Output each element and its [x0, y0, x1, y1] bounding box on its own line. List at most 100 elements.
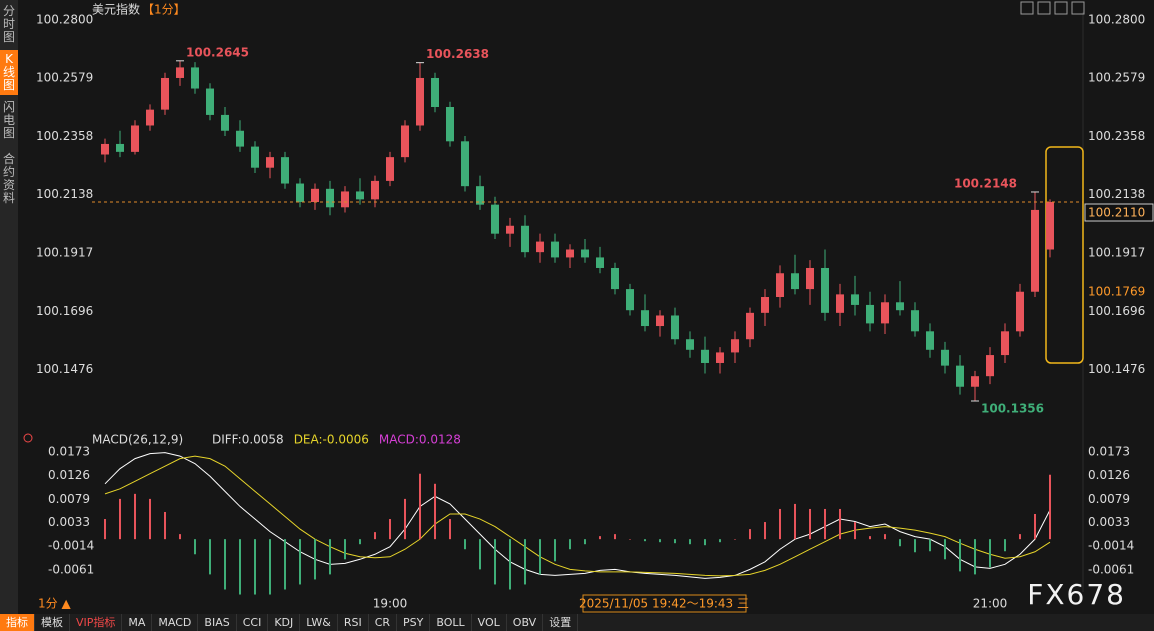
extreme-label: 100.2645 — [186, 45, 249, 59]
candle-body — [1031, 209, 1039, 292]
candle-body — [416, 77, 424, 126]
macd-bar — [389, 519, 391, 540]
toolbar-button[interactable]: LW& — [300, 614, 338, 631]
y-tick-label: 100.1696 — [36, 304, 93, 318]
candle-body — [1016, 291, 1024, 332]
toolbar-button[interactable]: CCI — [237, 614, 269, 631]
last-price-label: 100.2110 — [1088, 206, 1145, 220]
macd-bar — [839, 508, 841, 540]
candle-body — [566, 249, 574, 258]
candle-body — [581, 249, 589, 258]
macd-bar — [779, 508, 781, 540]
macd-bar — [869, 536, 871, 540]
toolbar-button[interactable]: PSY — [397, 614, 431, 631]
toolbar-button[interactable]: MACD — [152, 614, 199, 631]
toolbar-button[interactable]: OBV — [507, 614, 544, 631]
candle-body — [206, 88, 214, 115]
macd-bar — [494, 539, 496, 585]
toolbar-button[interactable]: 指标 — [0, 614, 35, 631]
candle-body — [146, 109, 154, 126]
y-tick-label: 100.2358 — [36, 129, 93, 143]
toolbar-button[interactable]: VIP指标 — [70, 614, 123, 631]
candle-body — [761, 297, 769, 313]
candle-body — [881, 302, 889, 324]
macd-tick-label-right: -0.0061 — [1088, 562, 1134, 576]
period-label[interactable]: 1分 ▲ — [38, 597, 71, 611]
macd-legend: DIFF:0.0058 — [212, 433, 284, 447]
candle-body — [161, 77, 169, 110]
sidebar-tab[interactable]: 分时图 — [2, 4, 15, 44]
toolbar-button[interactable]: KDJ — [268, 614, 301, 631]
sidebar-tab[interactable]: 合约资料 — [2, 152, 15, 205]
macd-tick-label: 0.0079 — [48, 492, 90, 506]
macd-bar — [149, 498, 151, 540]
y-tick-label: 100.1917 — [36, 245, 93, 259]
macd-bar — [224, 539, 226, 590]
macd-tick-label-right: 0.0079 — [1088, 492, 1130, 506]
candle-body — [851, 294, 859, 305]
macd-bar — [314, 539, 316, 580]
macd-bar — [644, 539, 646, 542]
candle-body — [221, 114, 229, 131]
y-tick-label-right: 100.1476 — [1088, 362, 1145, 376]
macd-bar — [584, 539, 586, 545]
candle-body — [1046, 202, 1054, 250]
toolbar-button[interactable]: RSI — [338, 614, 369, 631]
macd-bar — [194, 539, 196, 555]
macd-bar — [764, 522, 766, 540]
candle-body — [941, 349, 949, 366]
macd-bar — [359, 539, 361, 545]
toolbar-button[interactable]: 设置 — [543, 614, 579, 631]
candle-body — [116, 143, 124, 152]
macd-bar — [299, 539, 301, 585]
extreme-label: 100.1356 — [981, 401, 1044, 415]
candle-body — [431, 77, 439, 108]
chart: 美元指数 【1分】 MACD(26,12,9) 1分 ▲ 2025/11/05 … — [23, 1, 1154, 613]
candle-body — [236, 130, 244, 147]
candle-body — [281, 157, 289, 184]
candle-body — [791, 273, 799, 290]
sidebar-tab[interactable]: 闪电图 — [2, 100, 15, 140]
candle-body — [311, 188, 319, 203]
candle-body — [461, 141, 469, 187]
toolbar-button[interactable]: CR — [369, 614, 398, 631]
candle-body — [491, 204, 499, 234]
macd-bar — [599, 536, 601, 540]
candle-body — [296, 183, 304, 203]
macd-bar — [554, 539, 556, 562]
macd-tick-label: -0.0014 — [48, 539, 94, 553]
macd-tick-label: -0.0061 — [48, 562, 94, 576]
cursor-price-label: 100.1769 — [1088, 284, 1145, 298]
macd-bar — [479, 539, 481, 570]
toolbar-button[interactable]: 模板 — [35, 614, 70, 631]
toolbar-button[interactable]: BIAS — [198, 614, 237, 631]
watermark: FX678 — [1027, 578, 1126, 611]
macd-bar — [1034, 513, 1036, 540]
candle-body — [596, 257, 604, 268]
candle-body — [266, 157, 274, 168]
sidebar-tab[interactable]: K线图 — [0, 50, 18, 95]
toolbar-button[interactable]: MA — [122, 614, 153, 631]
candle-body — [386, 157, 394, 181]
macd-bar — [509, 539, 511, 590]
candle-body — [836, 294, 844, 313]
candle-body — [371, 180, 379, 200]
y-tick-label: 100.2800 — [36, 12, 93, 26]
candle-body — [866, 304, 874, 324]
macd-bar — [719, 539, 721, 543]
candle-body — [611, 267, 619, 290]
macd-tick-label-right: 0.0126 — [1088, 468, 1130, 482]
macd-bar — [929, 539, 931, 552]
macd-bar — [1049, 474, 1051, 540]
macd-bar — [614, 534, 616, 540]
macd-bar — [104, 519, 106, 540]
toolbar-button[interactable]: BOLL — [430, 614, 472, 631]
toolbar-button[interactable]: VOL — [472, 614, 507, 631]
macd-bar — [944, 539, 946, 560]
candle-body — [476, 186, 484, 205]
macd-bar — [989, 539, 991, 568]
toolbar-icons — [1020, 1, 1085, 15]
candle-body — [626, 289, 634, 311]
macd-bar — [914, 539, 916, 553]
candle-body — [746, 312, 754, 340]
